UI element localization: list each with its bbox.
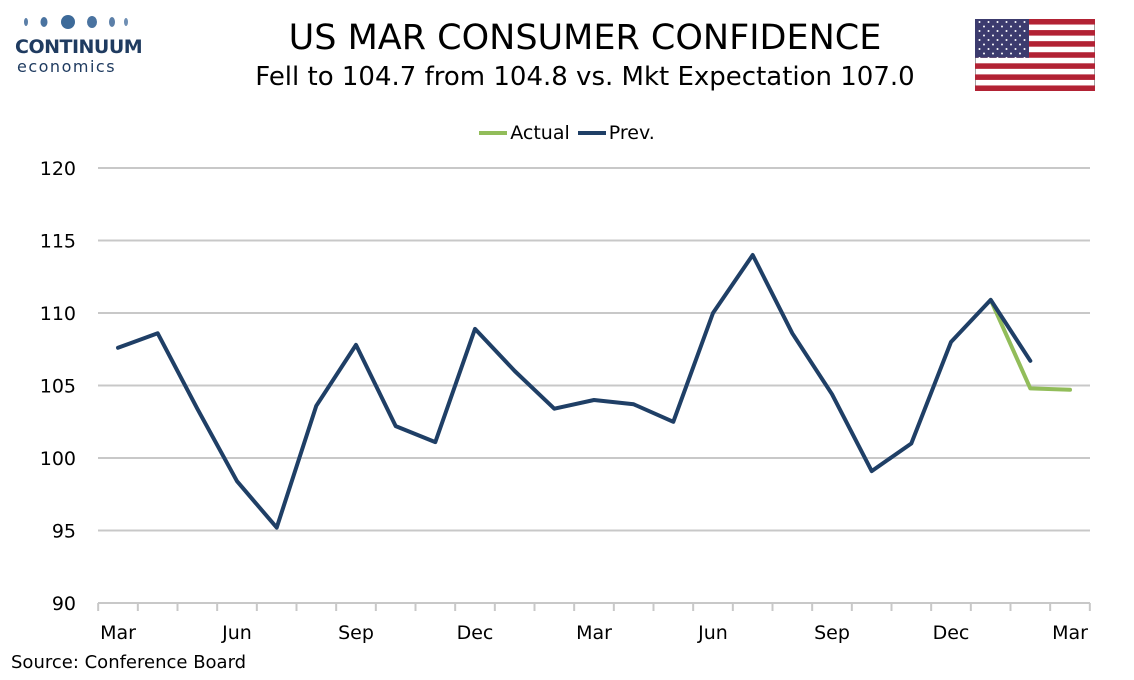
y-tick-label: 110 [40, 303, 76, 325]
legend-label: Actual [510, 122, 570, 144]
x-tick-label: Dec [933, 622, 970, 644]
x-tick-label: Sep [814, 622, 850, 644]
x-tick-label: Sep [338, 622, 374, 644]
y-tick-label: 105 [40, 376, 76, 398]
y-tick-label: 115 [40, 231, 76, 253]
chart-legend: Actual Prev. [0, 118, 1134, 144]
logo-sub: economics [17, 57, 117, 76]
legend-label: Prev. [608, 122, 655, 144]
x-tick-label: Jun [697, 622, 728, 644]
chart-subtitle: Fell to 104.7 from 104.8 vs. Mkt Expecta… [255, 62, 915, 92]
logo-dots-icon [24, 15, 128, 29]
chart-title: US MAR CONSUMER CONFIDENCE [288, 18, 882, 58]
legend-swatch [577, 131, 606, 135]
y-tick-label: 95 [52, 521, 76, 543]
x-tick-label: Mar [1052, 622, 1088, 644]
y-tick-label: 100 [40, 448, 76, 470]
x-tick-label: Jun [221, 622, 252, 644]
x-tick-label: Mar [576, 622, 612, 644]
y-tick-label: 90 [52, 593, 76, 615]
us-flag-icon [975, 19, 1095, 91]
continuum-logo: CONTINUUM economics [10, 14, 143, 76]
series-line-prev [116, 253, 1033, 530]
legend-swatch [479, 131, 508, 135]
line-chart: 90 95 100 105 110 115 120 Mar Jun Sep Dec Mar Jun Sep… [40, 158, 1091, 644]
y-tick-label: 120 [40, 158, 76, 180]
x-tick-label: Mar [100, 622, 136, 644]
legend-item-1: Prev. [577, 122, 655, 144]
logo-brand: CONTINUUM [15, 36, 143, 58]
source-note: Source: Conference Board [11, 652, 247, 673]
x-tick-label: Dec [457, 622, 494, 644]
legend-item-0: Actual [479, 122, 570, 144]
